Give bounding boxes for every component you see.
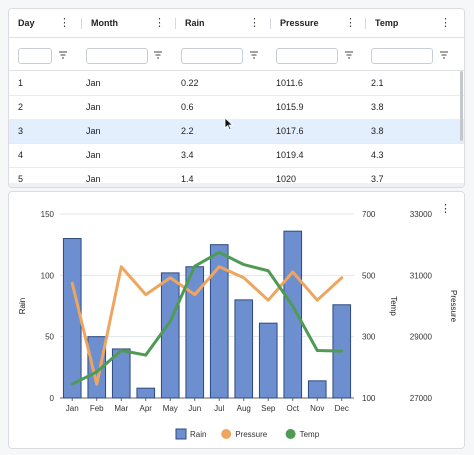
filter-input-rain[interactable] (181, 48, 243, 64)
cell-rain: 1.4 (181, 174, 194, 184)
cell-month: Jan (86, 126, 101, 136)
column-menu-icon[interactable]: ⋮ (154, 17, 165, 29)
cell-temp: 3.8 (371, 126, 384, 136)
table-row[interactable]: 1 Jan 0.22 1011.6 2.1 (9, 71, 464, 96)
column-header-day[interactable]: Day (9, 9, 81, 37)
scrollbar-thumb[interactable] (460, 71, 463, 141)
column-menu-icon[interactable]: ⋮ (440, 17, 451, 29)
horizontal-scrollbar[interactable] (9, 183, 464, 187)
column-header-label: Temp (375, 18, 399, 28)
cell-temp: 4.3 (371, 150, 384, 160)
table-row[interactable]: 5 Jan 1.4 1020 3.7 (9, 167, 464, 187)
column-resize-handle[interactable] (365, 18, 366, 29)
filter-icon[interactable] (58, 50, 68, 60)
column-resize-handle[interactable] (270, 18, 271, 29)
column-header-label: Month (91, 18, 118, 28)
filter-icon[interactable] (439, 50, 449, 60)
grid-header: Day ⋮ Month ⋮ Rain ⋮ Pressure ⋮ Temp ⋮ (9, 9, 464, 38)
column-header-temp[interactable]: Temp (366, 9, 461, 37)
column-header-label: Pressure (280, 18, 319, 28)
column-menu-icon[interactable]: ⋮ (249, 17, 260, 29)
cell-rain: 0.22 (181, 78, 199, 88)
cell-pressure: 1017.6 (276, 126, 304, 136)
column-resize-handle[interactable] (175, 18, 176, 29)
cell-rain: 2.2 (181, 126, 194, 136)
column-resize-handle[interactable] (81, 18, 82, 29)
cell-day: 4 (18, 150, 24, 160)
cell-month: Jan (86, 102, 101, 112)
cell-pressure: 1020 (276, 174, 297, 184)
cell-temp: 3.8 (371, 102, 384, 112)
cell-day: 3 (18, 126, 24, 136)
filter-input-pressure[interactable] (276, 48, 338, 64)
cell-rain: 3.4 (181, 150, 194, 160)
filter-input-day[interactable] (18, 48, 52, 64)
cell-day: 1 (18, 78, 24, 88)
mouse-cursor-icon (224, 117, 234, 131)
cell-pressure: 1015.9 (276, 102, 304, 112)
table-row-selected[interactable]: 3 Jan 2.2 1017.6 3.8 (9, 119, 464, 144)
filter-icon[interactable] (344, 50, 354, 60)
cell-pressure: 1019.4 (276, 150, 304, 160)
column-header-month[interactable]: Month (82, 9, 175, 37)
column-menu-icon[interactable]: ⋮ (59, 17, 70, 29)
cell-pressure: 1011.6 (276, 78, 303, 88)
column-header-pressure[interactable]: Pressure (271, 9, 366, 37)
filter-row (9, 38, 464, 71)
cell-day: 5 (18, 174, 24, 184)
cell-day: 2 (18, 102, 24, 112)
chart-panel (8, 191, 465, 449)
cell-month: Jan (86, 150, 101, 160)
column-header-label: Rain (185, 18, 205, 28)
cell-temp: 3.7 (371, 174, 384, 184)
cell-month: Jan (86, 174, 101, 184)
table-row[interactable]: 4 Jan 3.4 1019.4 4.3 (9, 143, 464, 168)
chart-menu-icon[interactable]: ⋮ (440, 203, 451, 215)
cell-rain: 0.6 (181, 102, 194, 112)
table-row[interactable]: 2 Jan 0.6 1015.9 3.8 (9, 95, 464, 120)
vertical-scrollbar[interactable] (459, 71, 464, 187)
column-header-label: Day (18, 18, 35, 28)
filter-input-temp[interactable] (371, 48, 433, 64)
data-grid: Day ⋮ Month ⋮ Rain ⋮ Pressure ⋮ Temp ⋮ 1… (8, 8, 465, 188)
filter-icon[interactable] (153, 50, 163, 60)
cell-temp: 2.1 (371, 78, 384, 88)
column-header-rain[interactable]: Rain (176, 9, 271, 37)
column-menu-icon[interactable]: ⋮ (345, 17, 356, 29)
filter-input-month[interactable] (86, 48, 148, 64)
cell-month: Jan (86, 78, 101, 88)
filter-icon[interactable] (249, 50, 259, 60)
